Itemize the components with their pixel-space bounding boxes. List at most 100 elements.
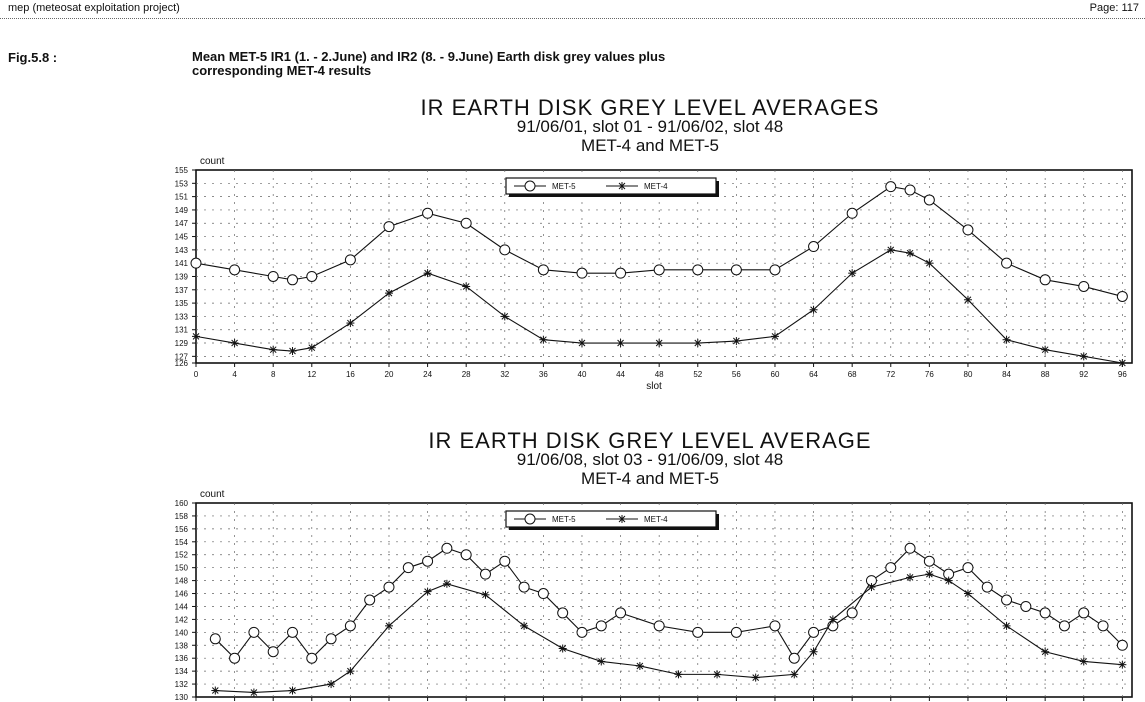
- header-page-number: Page: 117: [1089, 2, 1139, 14]
- star-stroke: [848, 269, 856, 277]
- chart2-point-met-4: [635, 661, 644, 670]
- chart2-point-met-5: [441, 542, 453, 554]
- chart2-point-met-4: [963, 589, 972, 598]
- star-stroke: [675, 671, 682, 678]
- star-stroke: [597, 658, 605, 665]
- star-stroke: [347, 667, 354, 675]
- star-stroke: [733, 337, 740, 345]
- chart2-point-met-5: [769, 620, 781, 632]
- chart2-point-met-5: [846, 607, 858, 619]
- chart1-ytick-label: 129: [175, 339, 189, 348]
- chart2-point-met-5: [1058, 620, 1070, 632]
- star-stroke: [250, 689, 258, 696]
- chart1-point-met-5: [499, 244, 511, 256]
- chart1-title-block: IR EARTH DISK GREY LEVEL AVERAGES 91/06/…: [150, 97, 1145, 156]
- chart1-xtick-label: 88: [1041, 370, 1050, 379]
- chart1-point-met-4: [848, 269, 857, 278]
- chart1-ytick-label: 151: [175, 193, 189, 202]
- chart1-point-met-5: [885, 181, 897, 193]
- star-stroke: [713, 671, 721, 678]
- chart2-point-met-5: [962, 562, 974, 574]
- chart1-point-met-4: [732, 337, 741, 346]
- star-stroke: [618, 515, 626, 523]
- chart2-title: IR EARTH DISK GREY LEVEL AVERAGE: [428, 428, 872, 453]
- chart1-point-met-5: [267, 270, 279, 282]
- star-stroke: [1041, 346, 1049, 354]
- chart1-point-met-4: [500, 312, 509, 321]
- chart2-point-met-5: [499, 555, 511, 567]
- star-stroke: [617, 339, 624, 347]
- chart1-point-met-4: [925, 259, 934, 268]
- star-stroke: [694, 339, 702, 347]
- chart1-ytick-label: 131: [175, 326, 189, 335]
- chart1-ytick-label: 141: [175, 259, 189, 268]
- star-stroke: [790, 671, 798, 678]
- chart2-point-met-5: [788, 652, 800, 664]
- chart2-ytick-label: 136: [175, 654, 189, 663]
- chart1-point-met-5: [306, 270, 318, 282]
- chart2-point-met-5: [1078, 607, 1090, 619]
- chart1-point-met-4: [192, 332, 200, 341]
- chart1-ytick-label: 143: [175, 246, 189, 255]
- chart1-xtick-label: 60: [771, 370, 780, 379]
- chart1-point-met-5: [730, 264, 742, 276]
- chart1-point-met-5: [537, 264, 549, 276]
- chart2-point-met-4: [906, 573, 915, 582]
- chart2-point-met-5: [692, 626, 704, 638]
- chart1-point-met-5: [422, 207, 434, 219]
- page-header: mep (meteosat exploitation project) Page…: [0, 0, 1145, 19]
- star-stroke: [1080, 658, 1088, 665]
- star-stroke: [501, 313, 509, 320]
- chart1-xtick-label: 52: [693, 370, 702, 379]
- chart2-point-met-4: [674, 670, 683, 679]
- chart2-ylabel: count: [200, 489, 225, 500]
- chart1-point-met-5: [286, 274, 298, 286]
- chart2-point-met-5: [402, 562, 414, 574]
- chart1-point-met-4: [906, 249, 915, 258]
- chart1-ytick-label: 147: [175, 219, 189, 228]
- chart1-point-met-4: [539, 335, 548, 344]
- star-stroke: [385, 289, 393, 297]
- chart1-point-met-4: [616, 339, 625, 348]
- chart1-legend-marker-met4: [618, 182, 626, 190]
- star-stroke: [887, 246, 895, 254]
- chart2-subtitle2: MET-4 and MET-5: [581, 469, 719, 488]
- chart2-point-met-4: [346, 667, 355, 676]
- chart1-xtick-label: 76: [925, 370, 934, 379]
- figure-caption: Mean MET-5 IR1 (1. - 2.June) and IR2 (8.…: [192, 50, 1142, 78]
- chart1-point-met-5: [190, 257, 202, 269]
- star-stroke: [618, 182, 626, 190]
- chart2-point-met-5: [518, 581, 530, 593]
- star-stroke: [1003, 336, 1010, 344]
- chart2-point-met-5: [383, 581, 395, 593]
- chart2-point-met-4: [520, 621, 529, 630]
- chart1-ytick-label: 145: [175, 233, 189, 242]
- chart2-point-met-5: [248, 626, 260, 638]
- chart2-ytick-label: 142: [175, 615, 189, 624]
- chart2-point-met-5: [364, 594, 376, 606]
- chart1-xlabel: slot: [646, 381, 662, 392]
- chart1-point-met-4: [230, 339, 239, 348]
- chart2-point-met-4: [249, 688, 258, 697]
- chart2-point-met-4: [751, 673, 760, 682]
- chart2-point-met-5: [1020, 600, 1032, 612]
- star-stroke: [289, 347, 296, 355]
- chart2-ytick-label: 134: [175, 667, 189, 676]
- chart1-point-met-5: [576, 267, 588, 279]
- star-stroke: [868, 583, 875, 591]
- star-stroke: [1118, 661, 1126, 669]
- star-stroke: [1080, 352, 1088, 360]
- star-stroke: [385, 622, 393, 630]
- star-stroke: [636, 662, 644, 670]
- chart1-legend-label-met5: MET-5: [552, 182, 576, 191]
- chart1-xtick-label: 24: [423, 370, 432, 379]
- chart1-xtick-label: 56: [732, 370, 741, 379]
- chart2-point-met-5: [981, 581, 993, 593]
- chart1-xtick-label: 48: [655, 370, 664, 379]
- chart1-xtick-label: 20: [385, 370, 394, 379]
- chart2-legend-marker-met5: [524, 513, 536, 525]
- chart1-xtick-label: 32: [500, 370, 509, 379]
- chart2-ytick-label: 146: [175, 590, 189, 599]
- chart2-point-met-5: [325, 633, 337, 645]
